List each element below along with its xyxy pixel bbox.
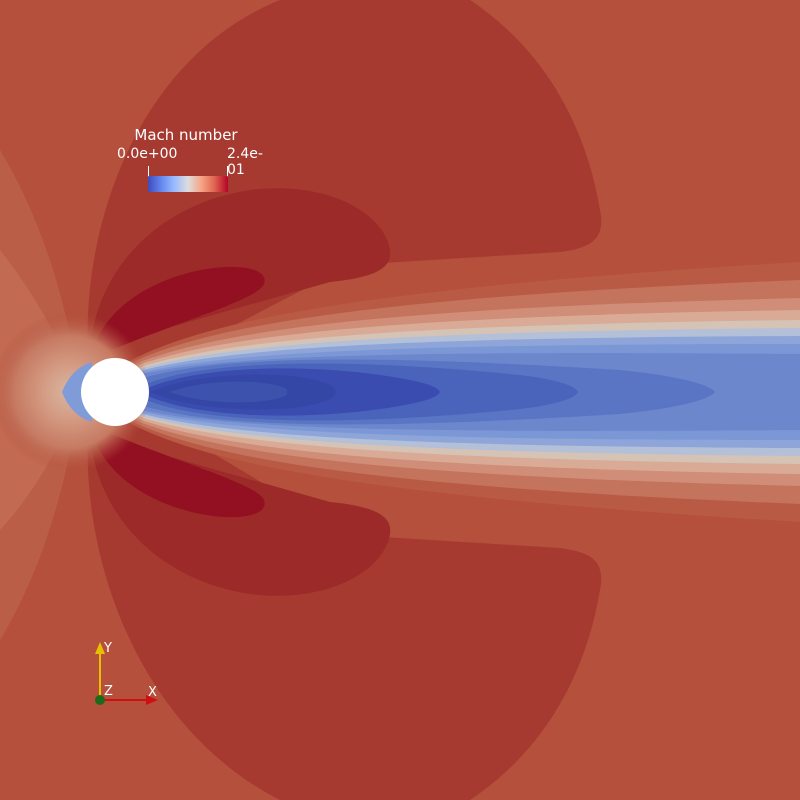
wake-region <box>85 262 800 522</box>
peak-speed-lobe-upper <box>95 266 265 350</box>
colorbar-max-tick <box>227 166 228 178</box>
colorbar-max-label: 2.4e-01 <box>227 146 263 178</box>
colorbar-min-label: 0.0e+00 <box>117 146 178 162</box>
z-axis-label: Z <box>104 684 113 699</box>
orientation-axes <box>95 642 158 705</box>
colorbar-legend: Mach number 0.0e+00 2.4e-01 <box>100 124 270 204</box>
y-axis-label: Y <box>104 641 112 656</box>
cylinder-body[interactable] <box>81 358 149 426</box>
x-axis-label: X <box>148 685 157 700</box>
colorbar-gradient <box>148 176 228 192</box>
colorbar-min-tick <box>148 166 149 178</box>
colorbar-title: Mach number <box>134 126 238 144</box>
peak-speed-lobe-lower <box>95 434 265 518</box>
